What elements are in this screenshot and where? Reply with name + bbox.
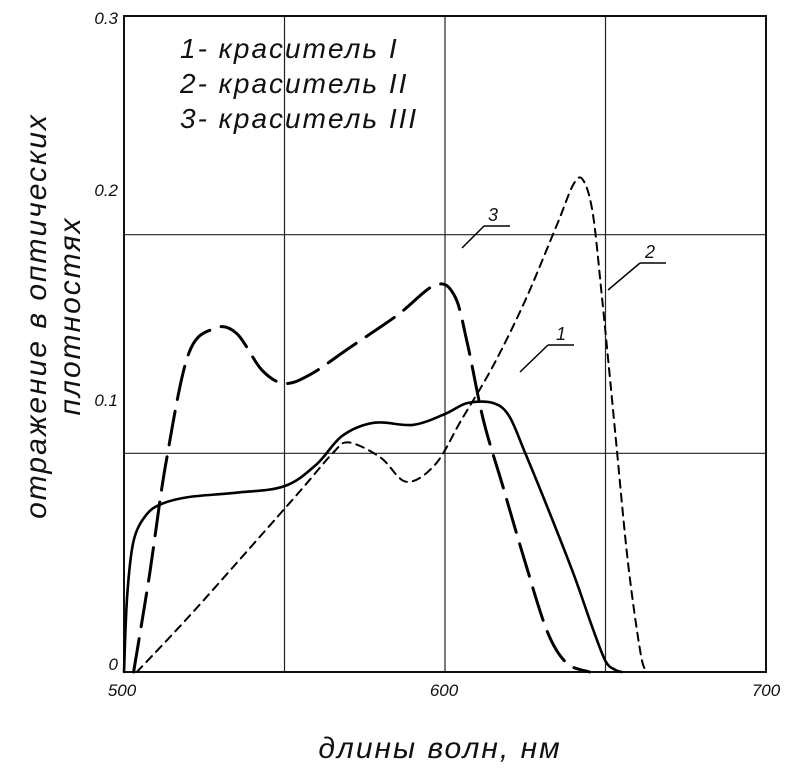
y-tick-labels: 0 0.1 0.2 0.3 xyxy=(94,9,118,674)
y-axis-title-line-2: плотностях xyxy=(54,217,87,416)
x-tick-label-600: 600 xyxy=(430,681,459,700)
series-layer xyxy=(124,177,647,672)
curve-leader-2 xyxy=(608,263,640,290)
y-tick-label-2: 0.2 xyxy=(94,181,118,200)
legend-entry-3: 3- краситель III xyxy=(180,103,418,134)
y-axis-title-line-1: отражение в оптических xyxy=(20,113,53,519)
curve-labels: 1 2 3 xyxy=(462,205,666,372)
y-tick-label-0: 0 xyxy=(109,655,119,674)
x-tick-label-700: 700 xyxy=(752,681,781,700)
y-tick-label-3: 0.3 xyxy=(94,9,118,28)
y-axis-title: отражение в оптических плотностях xyxy=(20,113,87,519)
legend-entry-1: 1- краситель I xyxy=(180,33,399,64)
curve-label-1: 1 xyxy=(556,324,566,344)
series-line-3 xyxy=(134,284,590,672)
curve-label-2: 2 xyxy=(644,242,655,262)
legend: 1- краситель I 2- краситель II 3- красит… xyxy=(179,33,418,134)
y-tick-label-1: 0.1 xyxy=(94,391,118,410)
x-tick-labels: 500 600 700 xyxy=(108,681,781,700)
legend-entry-2: 2- краситель II xyxy=(179,68,408,99)
curve-label-3: 3 xyxy=(488,205,498,225)
x-axis-title: длины волн, нм xyxy=(318,732,561,765)
curve-leader-1 xyxy=(520,345,548,372)
x-tick-label-500: 500 xyxy=(108,681,137,700)
curve-leader-3 xyxy=(462,226,484,248)
